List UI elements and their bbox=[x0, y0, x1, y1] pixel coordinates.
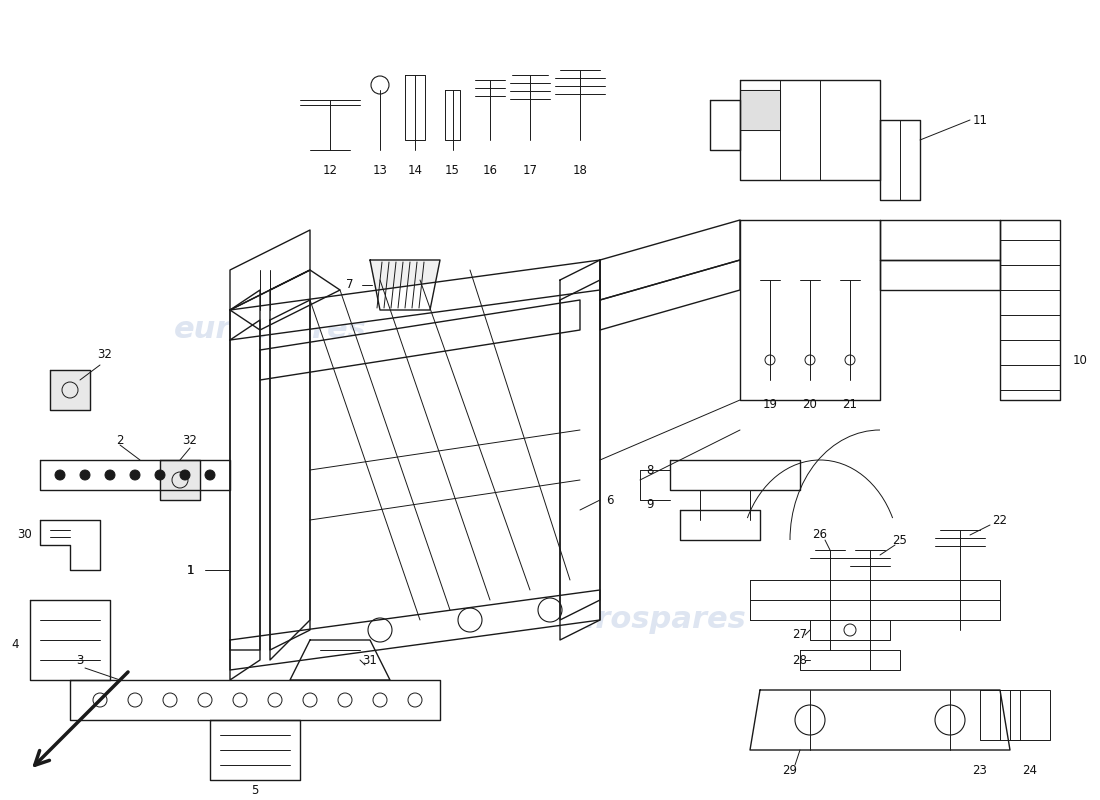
Circle shape bbox=[55, 470, 65, 480]
Polygon shape bbox=[230, 320, 260, 650]
Text: 11: 11 bbox=[972, 114, 988, 126]
Text: 23: 23 bbox=[972, 763, 988, 777]
Polygon shape bbox=[405, 75, 425, 140]
Polygon shape bbox=[290, 640, 390, 680]
Text: 3: 3 bbox=[76, 654, 84, 666]
Text: 2: 2 bbox=[117, 434, 123, 446]
Text: 8: 8 bbox=[647, 463, 653, 477]
Polygon shape bbox=[750, 690, 1010, 750]
Text: 14: 14 bbox=[407, 163, 422, 177]
Text: 5: 5 bbox=[251, 783, 258, 797]
Polygon shape bbox=[40, 520, 100, 570]
Circle shape bbox=[155, 470, 165, 480]
Polygon shape bbox=[560, 260, 600, 620]
Polygon shape bbox=[160, 460, 200, 500]
Text: 9: 9 bbox=[647, 498, 653, 511]
Polygon shape bbox=[270, 270, 310, 660]
Text: 25: 25 bbox=[892, 534, 907, 546]
Text: 32: 32 bbox=[183, 434, 197, 446]
Polygon shape bbox=[670, 460, 800, 490]
Polygon shape bbox=[210, 720, 300, 780]
Polygon shape bbox=[740, 90, 780, 130]
Text: 26: 26 bbox=[813, 529, 827, 542]
Polygon shape bbox=[740, 220, 880, 400]
Polygon shape bbox=[680, 510, 760, 540]
Text: 1: 1 bbox=[186, 563, 194, 577]
Polygon shape bbox=[710, 100, 740, 150]
Text: 32: 32 bbox=[98, 349, 112, 362]
Text: 13: 13 bbox=[373, 163, 387, 177]
Polygon shape bbox=[600, 260, 740, 330]
Text: 16: 16 bbox=[483, 163, 497, 177]
Text: 18: 18 bbox=[573, 163, 587, 177]
Polygon shape bbox=[1010, 690, 1050, 740]
Text: 30: 30 bbox=[18, 529, 32, 542]
Text: 17: 17 bbox=[522, 163, 538, 177]
Text: 6: 6 bbox=[606, 494, 614, 506]
Polygon shape bbox=[810, 620, 890, 640]
Circle shape bbox=[104, 470, 116, 480]
Polygon shape bbox=[880, 220, 1000, 260]
Polygon shape bbox=[600, 220, 740, 300]
Circle shape bbox=[80, 470, 90, 480]
Circle shape bbox=[130, 470, 140, 480]
Polygon shape bbox=[70, 680, 440, 720]
Polygon shape bbox=[230, 270, 340, 330]
Polygon shape bbox=[230, 290, 260, 680]
Text: 19: 19 bbox=[762, 398, 778, 411]
Text: 29: 29 bbox=[782, 763, 797, 777]
Polygon shape bbox=[560, 280, 600, 640]
Polygon shape bbox=[270, 300, 310, 650]
Polygon shape bbox=[1000, 220, 1060, 400]
Polygon shape bbox=[740, 80, 880, 180]
Polygon shape bbox=[50, 370, 90, 410]
Polygon shape bbox=[370, 260, 440, 310]
Text: 10: 10 bbox=[1072, 354, 1088, 366]
Text: 27: 27 bbox=[792, 629, 807, 642]
Text: eurospares: eurospares bbox=[174, 315, 366, 345]
Polygon shape bbox=[446, 90, 460, 140]
Polygon shape bbox=[40, 460, 230, 490]
Text: 15: 15 bbox=[446, 163, 460, 177]
Text: 7: 7 bbox=[346, 278, 354, 291]
Text: 22: 22 bbox=[992, 514, 1008, 526]
Polygon shape bbox=[880, 120, 920, 200]
Text: 24: 24 bbox=[1023, 763, 1037, 777]
Polygon shape bbox=[230, 260, 600, 340]
Polygon shape bbox=[980, 690, 1020, 740]
Polygon shape bbox=[260, 300, 580, 380]
Text: 21: 21 bbox=[843, 398, 858, 411]
Text: eurospares: eurospares bbox=[553, 606, 747, 634]
Polygon shape bbox=[30, 600, 110, 680]
Circle shape bbox=[180, 470, 190, 480]
Text: 4: 4 bbox=[11, 638, 19, 651]
Text: 31: 31 bbox=[363, 654, 377, 666]
Text: 20: 20 bbox=[803, 398, 817, 411]
Polygon shape bbox=[800, 650, 900, 670]
Polygon shape bbox=[230, 230, 310, 310]
Circle shape bbox=[205, 470, 214, 480]
Text: 1: 1 bbox=[186, 563, 194, 577]
Polygon shape bbox=[880, 260, 1000, 290]
Polygon shape bbox=[230, 590, 600, 670]
Text: 28: 28 bbox=[793, 654, 807, 666]
Text: 12: 12 bbox=[322, 163, 338, 177]
